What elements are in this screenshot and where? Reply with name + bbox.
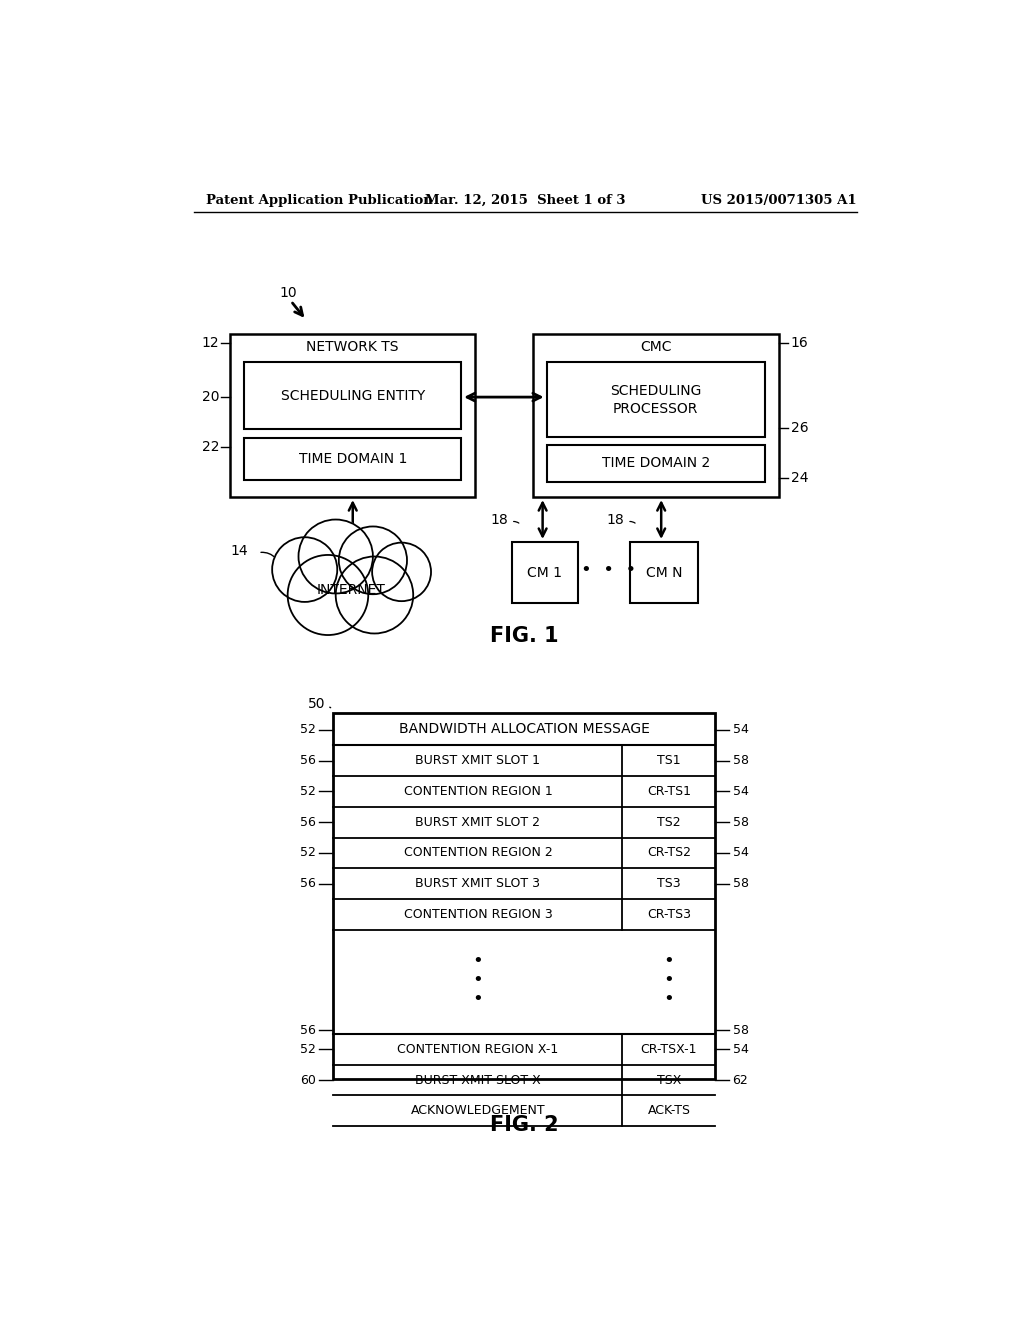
Text: •  •  •: • • • [581, 561, 636, 579]
Bar [547, 445, 765, 482]
Text: BURST XMIT SLOT 3: BURST XMIT SLOT 3 [416, 878, 541, 890]
Text: CMC: CMC [640, 341, 672, 354]
Text: BURST XMIT SLOT 1: BURST XMIT SLOT 1 [416, 754, 541, 767]
Text: TS3: TS3 [657, 878, 681, 890]
Text: ACK-TS: ACK-TS [647, 1105, 690, 1118]
Text: 60: 60 [300, 1073, 316, 1086]
Text: CM N: CM N [646, 566, 682, 579]
Bar [512, 541, 578, 603]
Text: CR-TSX-1: CR-TSX-1 [641, 1043, 697, 1056]
Text: 10: 10 [280, 286, 297, 300]
Text: ACKNOWLEDGEMENT: ACKNOWLEDGEMENT [411, 1105, 545, 1118]
Text: •: • [472, 972, 483, 989]
Text: INTERNET: INTERNET [316, 582, 386, 597]
Text: CR-TS3: CR-TS3 [647, 908, 691, 921]
Text: Patent Application Publication: Patent Application Publication [206, 194, 432, 207]
Text: 56: 56 [300, 754, 316, 767]
Text: 24: 24 [791, 471, 808, 484]
Text: CM 1: CM 1 [527, 566, 562, 579]
Text: FIG. 2: FIG. 2 [490, 1115, 559, 1135]
Text: 54: 54 [732, 785, 749, 797]
Text: •: • [664, 972, 675, 989]
Circle shape [272, 537, 337, 602]
Text: CONTENTION REGION 1: CONTENTION REGION 1 [403, 785, 552, 797]
Text: •: • [472, 990, 483, 1008]
Text: 58: 58 [732, 816, 749, 829]
Circle shape [288, 554, 369, 635]
Text: 58: 58 [732, 878, 749, 890]
Bar [630, 541, 697, 603]
Text: Mar. 12, 2015  Sheet 1 of 3: Mar. 12, 2015 Sheet 1 of 3 [425, 194, 625, 207]
Text: 56: 56 [300, 816, 316, 829]
Text: 50: 50 [308, 697, 326, 710]
Bar [334, 713, 716, 1078]
Bar [245, 438, 461, 480]
Text: TSX: TSX [656, 1073, 681, 1086]
Circle shape [299, 520, 373, 594]
Text: •: • [664, 952, 675, 970]
Text: 56: 56 [300, 1023, 316, 1036]
Text: 52: 52 [300, 1043, 316, 1056]
Text: 52: 52 [300, 785, 316, 797]
Text: 20: 20 [202, 391, 219, 404]
Text: 12: 12 [202, 337, 219, 350]
Text: FIG. 1: FIG. 1 [490, 626, 559, 645]
Bar [230, 334, 475, 498]
Text: CONTENTION REGION 2: CONTENTION REGION 2 [403, 846, 552, 859]
Bar [547, 363, 765, 437]
Text: 16: 16 [791, 337, 808, 350]
Text: BANDWIDTH ALLOCATION MESSAGE: BANDWIDTH ALLOCATION MESSAGE [399, 722, 650, 737]
Text: 62: 62 [732, 1073, 749, 1086]
Text: BURST XMIT SLOT X: BURST XMIT SLOT X [415, 1073, 541, 1086]
Text: CONTENTION REGION X-1: CONTENTION REGION X-1 [397, 1043, 558, 1056]
Text: 18: 18 [606, 513, 624, 527]
Text: SCHEDULING
PROCESSOR: SCHEDULING PROCESSOR [610, 384, 701, 416]
Text: 52: 52 [300, 846, 316, 859]
Text: 26: 26 [791, 421, 808, 434]
Text: •: • [664, 990, 675, 1008]
Bar [245, 363, 461, 429]
Text: 54: 54 [732, 723, 749, 737]
Bar [532, 334, 779, 498]
Text: 22: 22 [202, 440, 219, 454]
Text: CR-TS1: CR-TS1 [647, 785, 691, 797]
Text: US 2015/0071305 A1: US 2015/0071305 A1 [700, 194, 856, 207]
Text: TS2: TS2 [657, 816, 681, 829]
Text: TS1: TS1 [657, 754, 681, 767]
Text: TIME DOMAIN 1: TIME DOMAIN 1 [299, 451, 407, 466]
Text: NETWORK TS: NETWORK TS [306, 341, 399, 354]
Text: SCHEDULING ENTITY: SCHEDULING ENTITY [281, 389, 425, 403]
Text: 14: 14 [230, 544, 248, 558]
Text: 58: 58 [732, 1023, 749, 1036]
Text: TIME DOMAIN 2: TIME DOMAIN 2 [602, 457, 710, 470]
Text: BURST XMIT SLOT 2: BURST XMIT SLOT 2 [416, 816, 541, 829]
Circle shape [339, 527, 407, 594]
Text: 54: 54 [732, 1043, 749, 1056]
Text: 56: 56 [300, 878, 316, 890]
Circle shape [372, 543, 431, 601]
Circle shape [336, 557, 414, 634]
Text: •: • [472, 952, 483, 970]
Text: 18: 18 [490, 513, 508, 527]
Text: CONTENTION REGION 3: CONTENTION REGION 3 [403, 908, 552, 921]
Text: 58: 58 [732, 754, 749, 767]
Text: 54: 54 [732, 846, 749, 859]
Text: CR-TS2: CR-TS2 [647, 846, 691, 859]
Text: 52: 52 [300, 723, 316, 737]
